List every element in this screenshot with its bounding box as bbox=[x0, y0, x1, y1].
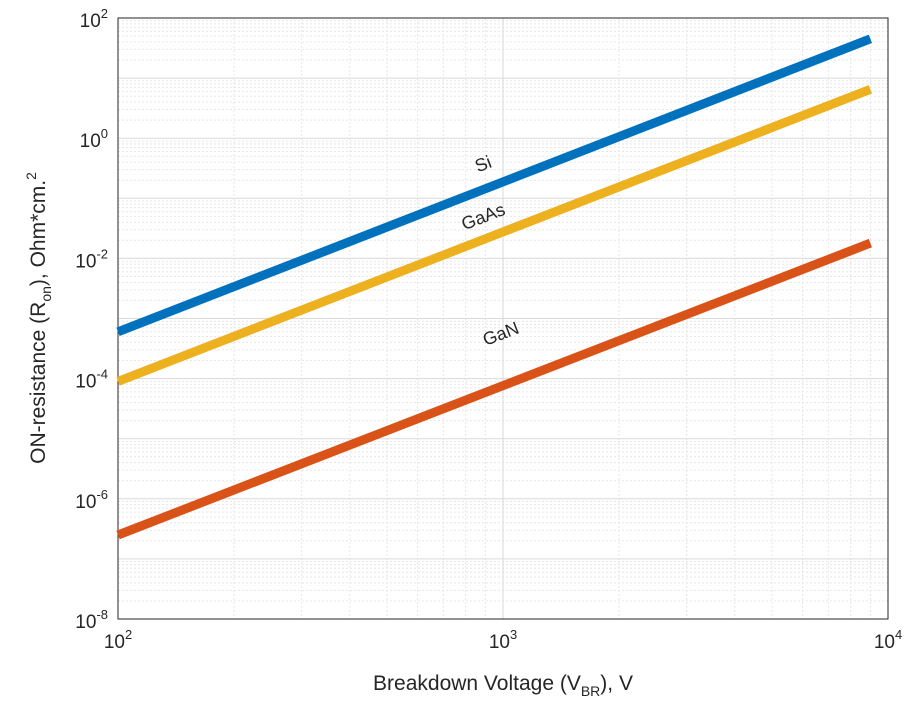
y-tick-label: 100 bbox=[80, 126, 108, 152]
y-tick-label: 10-4 bbox=[75, 367, 108, 393]
x-tick-label: 103 bbox=[489, 627, 517, 653]
x-tick-labels: 102 103 104 bbox=[104, 627, 902, 653]
y-tick-label: 10-6 bbox=[75, 487, 108, 513]
y-tick-labels: 102 100 10-2 10-4 10-6 10-8 bbox=[75, 6, 108, 633]
y-tick-label: 10-2 bbox=[75, 246, 108, 272]
series-line-gan bbox=[116, 238, 873, 540]
y-axis-label: ON-resistance (Ron), Ohm*cm.2 bbox=[23, 172, 54, 464]
x-tick-label: 104 bbox=[874, 627, 902, 653]
series-line-si bbox=[116, 34, 873, 336]
plot-frame bbox=[117, 17, 889, 620]
x-axis-label: Breakdown Voltage (VBR), V bbox=[373, 672, 633, 699]
x-tick-label: 102 bbox=[104, 627, 132, 653]
series-line-gaas bbox=[116, 85, 873, 386]
y-tick-label: 102 bbox=[80, 6, 108, 32]
series-layer bbox=[116, 34, 873, 540]
annotation-si: Si bbox=[472, 152, 494, 176]
y-tick-label: 10-8 bbox=[75, 607, 108, 633]
